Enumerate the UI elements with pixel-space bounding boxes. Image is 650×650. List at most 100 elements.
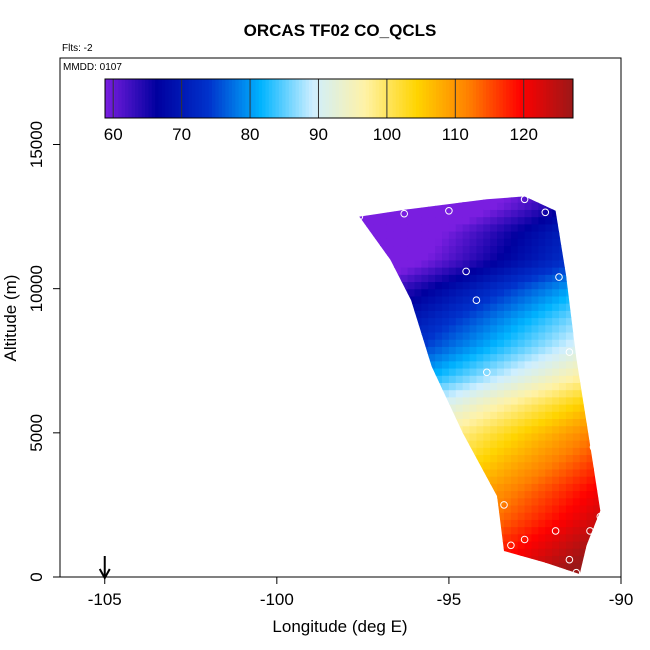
heatmap-cell (517, 382, 526, 391)
heatmap-cell (559, 259, 567, 268)
heatmap-cell (428, 519, 436, 528)
heatmap-cell (510, 267, 519, 275)
heatmap-cell (448, 274, 457, 283)
heatmap-cell (346, 426, 353, 434)
heatmap-cell (545, 375, 553, 383)
heatmap-cell (386, 231, 395, 239)
heatmap-cell (586, 295, 595, 304)
heatmap-cell (572, 331, 581, 340)
heatmap-cell (565, 367, 574, 376)
heatmap-cell (586, 331, 595, 340)
heatmap-cell (497, 461, 505, 470)
heatmap-cell (524, 468, 533, 477)
heatmap-cell (490, 360, 498, 369)
heatmap-cell (380, 555, 388, 564)
heatmap-cell (572, 288, 581, 297)
heatmap-cell (455, 231, 464, 239)
heatmap-cell (490, 504, 498, 513)
heatmap-cell (483, 454, 491, 463)
heatmap-cell (517, 259, 526, 268)
heatmap-cell (538, 497, 546, 506)
heatmap-cell (366, 447, 374, 456)
colorbar-segment (278, 79, 283, 118)
heatmap-cell (538, 468, 546, 477)
heatmap-cell (407, 360, 416, 369)
heatmap-cell (421, 281, 429, 290)
heatmap-cell (462, 267, 471, 275)
heatmap-cell (469, 382, 478, 391)
heatmap-cell (366, 196, 374, 203)
colorbar-segment (392, 79, 397, 118)
colorbar-segment (168, 79, 173, 118)
heatmap-cell (386, 209, 395, 218)
heatmap-cell (373, 526, 381, 535)
heatmap-cell (552, 238, 560, 247)
heatmap-cell (407, 396, 416, 405)
heatmap-cell (346, 267, 353, 275)
heatmap-cell (538, 512, 546, 520)
heatmap-cell (552, 353, 560, 362)
heatmap-cell (586, 231, 595, 239)
heatmap-cell (545, 367, 553, 376)
heatmap-cell (600, 418, 607, 426)
heatmap-cell (455, 569, 464, 575)
heatmap-cell (552, 375, 560, 383)
heatmap-cell (359, 548, 367, 556)
heatmap-cell (428, 540, 436, 549)
heatmap-cell (559, 267, 567, 275)
heatmap-cell (545, 440, 553, 448)
heatmap-cell (503, 490, 512, 499)
heatmap-cell (483, 353, 491, 362)
heatmap-cell (476, 432, 484, 441)
heatmap-cell (593, 404, 601, 412)
heatmap-cell (455, 519, 464, 528)
heatmap-cell (552, 447, 560, 456)
heatmap-cell (593, 526, 601, 535)
heatmap-cell (552, 267, 560, 275)
heatmap-cell (421, 519, 429, 528)
heatmap-cell (545, 512, 553, 520)
heatmap-cell (373, 238, 381, 247)
heatmap-cell (538, 389, 546, 398)
heatmap-cell (373, 461, 381, 470)
heatmap-cell (552, 310, 560, 319)
heatmap-cell (414, 497, 422, 506)
heatmap-cell (346, 476, 353, 484)
heatmap-cell (586, 396, 595, 405)
heatmap-cell (407, 483, 416, 492)
heatmap-cell (359, 468, 361, 477)
heatmap-cell (366, 468, 374, 477)
heatmap-cell (579, 324, 588, 333)
heatmap-cell (462, 353, 471, 362)
heatmap-cell (545, 396, 553, 405)
heatmap-cell (421, 418, 429, 427)
heatmap-cell (497, 447, 505, 456)
heatmap-cell (393, 274, 402, 283)
heatmap-cell (414, 447, 422, 456)
heatmap-cell (559, 252, 567, 261)
heatmap-cell (559, 519, 567, 528)
heatmap-cell (469, 360, 478, 369)
heatmap-cell (469, 454, 478, 463)
heatmap-cell (359, 468, 367, 477)
heatmap-cell (504, 188, 511, 196)
heatmap-cell (565, 202, 574, 210)
heatmap-cell (538, 310, 546, 319)
heatmap-cell (572, 252, 581, 261)
heatmap-cell (510, 483, 519, 492)
heatmap-cell (600, 202, 607, 210)
heatmap-cell (565, 411, 574, 420)
heatmap-cell (386, 533, 395, 542)
heatmap-cell (559, 188, 566, 196)
heatmap-cell (559, 540, 567, 549)
heatmap-cell (386, 252, 395, 261)
heatmap-cell (407, 281, 416, 290)
heatmap-cell (497, 375, 505, 383)
heatmap-cell (531, 562, 539, 571)
colorbar-segment (161, 79, 166, 118)
heatmap-cell (490, 425, 498, 434)
heatmap-cell (531, 447, 539, 456)
heatmap-cell (380, 389, 388, 398)
heatmap-cell (538, 231, 546, 239)
heatmap-cell (497, 389, 505, 398)
